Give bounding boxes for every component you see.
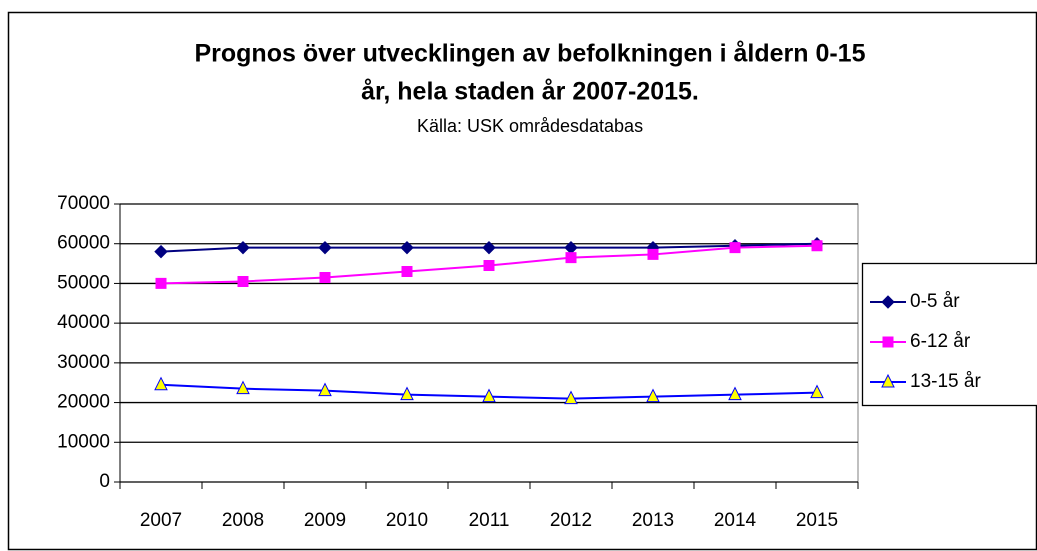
point-marker: [236, 380, 250, 395]
x-tick-label: 2013: [632, 510, 674, 531]
point-marker: [155, 277, 167, 289]
point-marker: [811, 240, 823, 252]
y-tick-label: 40000: [57, 312, 110, 333]
point-marker: [318, 382, 332, 397]
y-tick-label: 70000: [57, 193, 110, 214]
chart-title: Prognos över utvecklingen av befolkninge…: [194, 40, 865, 68]
legend-label: 13-15 år: [910, 371, 981, 392]
point-marker: [400, 240, 414, 255]
legend-marker: [882, 336, 894, 348]
point-marker: [154, 376, 168, 391]
point-marker: [319, 271, 331, 283]
y-tick-label: 0: [99, 471, 110, 492]
y-tick-label: 30000: [57, 352, 110, 373]
point-marker: [236, 240, 250, 255]
point-marker: [318, 240, 332, 255]
point-marker: [482, 240, 496, 255]
y-tick-label: 20000: [57, 392, 110, 413]
x-tick-label: 2010: [386, 510, 428, 531]
x-tick-label: 2014: [714, 510, 757, 531]
point-marker: [728, 386, 742, 401]
legend-label: 0-5 år: [910, 291, 960, 312]
legend-marker: [881, 295, 895, 309]
point-marker: [482, 388, 496, 403]
point-marker: [483, 260, 495, 272]
chart-subtitle: Källa: USK områdesdatabas: [417, 116, 643, 136]
point-marker: [237, 275, 249, 287]
point-marker: [400, 386, 414, 401]
y-tick-label: 60000: [57, 233, 110, 254]
point-marker: [647, 248, 659, 260]
point-marker: [646, 388, 660, 403]
point-marker: [564, 390, 578, 405]
point-marker: [565, 252, 577, 264]
x-tick-label: 2008: [222, 510, 264, 531]
chart-title: år, hela staden år 2007-2015.: [361, 78, 699, 106]
x-tick-label: 2012: [550, 510, 592, 531]
point-marker: [154, 244, 168, 259]
x-tick-label: 2009: [304, 510, 346, 531]
x-tick-label: 2007: [140, 510, 182, 531]
point-marker: [401, 266, 413, 278]
point-marker: [810, 384, 824, 399]
point-marker: [729, 242, 741, 254]
legend-marker: [881, 373, 895, 388]
y-tick-label: 50000: [57, 272, 110, 293]
legend-label: 6-12 år: [910, 331, 971, 352]
x-tick-label: 2015: [796, 510, 838, 531]
y-tick-label: 10000: [57, 431, 110, 452]
x-tick-label: 2011: [469, 510, 510, 531]
